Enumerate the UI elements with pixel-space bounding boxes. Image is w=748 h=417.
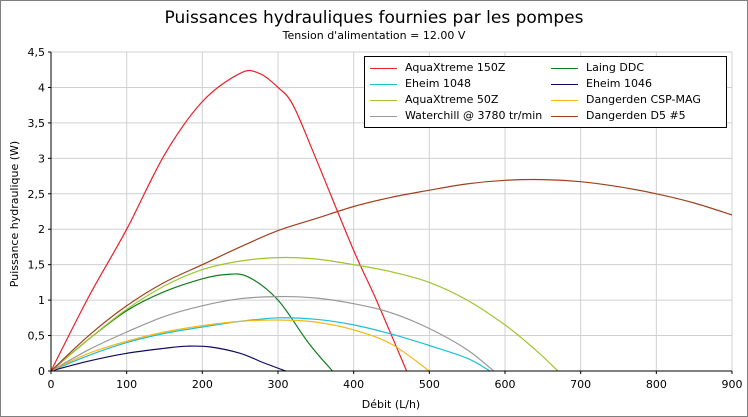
x-tick-label: 600 xyxy=(495,378,516,391)
x-tick-label: 300 xyxy=(268,378,289,391)
legend-swatch xyxy=(370,68,397,69)
y-tick-label: 4,5 xyxy=(28,46,46,59)
legend-swatch xyxy=(370,100,397,101)
legend-label: Eheim 1046 xyxy=(586,77,652,90)
y-tick-label: 3 xyxy=(38,152,45,165)
series-line-eheim-1046 xyxy=(50,345,286,372)
y-tick-label: 2 xyxy=(38,223,45,236)
x-axis-label: Débit (L/h) xyxy=(362,398,420,411)
legend-label: Eheim 1048 xyxy=(405,77,471,90)
y-tick-label: 3,5 xyxy=(28,117,46,130)
x-tick-label: 400 xyxy=(343,378,364,391)
legend-label: Laing DDC xyxy=(586,61,644,74)
series-line-dangerden-d5-5 xyxy=(50,178,733,372)
legend-label: Dangerden CSP-MAG xyxy=(586,93,701,106)
x-tick-label: 900 xyxy=(722,378,743,391)
legend-label: AquaXtreme 50Z xyxy=(405,93,499,106)
series-line-aquaxtreme-50z xyxy=(50,256,559,372)
legend-label: Dangerden D5 #5 xyxy=(586,109,686,122)
legend-swatch xyxy=(551,84,578,85)
x-tick-label: 0 xyxy=(48,378,55,391)
y-tick-label: 1,5 xyxy=(28,259,46,272)
x-tick-label: 800 xyxy=(646,378,667,391)
y-axis-label: Puissance hydraulique (W) xyxy=(8,141,21,287)
series-line-aquaxtreme-150z xyxy=(50,69,408,372)
legend-swatch xyxy=(551,116,578,117)
legend-swatch xyxy=(551,68,578,69)
series-line-waterchill-3780-tr-min xyxy=(50,295,495,372)
chart-title: Puissances hydrauliques fournies par les… xyxy=(164,8,584,28)
chart-subtitle: Tension d'alimentation = 12.00 V xyxy=(282,29,466,42)
y-tick-label: 4 xyxy=(38,81,45,94)
legend-label: Waterchill @ 3780 tr/min xyxy=(405,109,543,122)
legend-swatch xyxy=(370,116,397,117)
series-line-dangerden-csp-mag xyxy=(50,319,430,372)
series-line-eheim-1048 xyxy=(50,317,491,372)
axes xyxy=(48,51,733,374)
y-tick-label: 0,5 xyxy=(28,330,46,343)
legend-label: AquaXtreme 150Z xyxy=(405,61,506,74)
x-tick-label: 100 xyxy=(116,378,137,391)
y-tick-label: 1 xyxy=(38,294,45,307)
legend-swatch xyxy=(551,100,578,101)
legend: AquaXtreme 150Z Laing DDC Eheim 1048 Eheim … xyxy=(364,56,727,128)
tick-labels: 0 0,5 1 1,5 2 2,5 3 3,5 4 4,5 0 100 200 300 400 500 600 7… xyxy=(28,46,743,391)
series-lines xyxy=(50,69,733,372)
x-tick-label: 500 xyxy=(419,378,440,391)
x-tick-label: 700 xyxy=(570,378,591,391)
y-tick-label: 0 xyxy=(38,365,45,378)
legend-swatch xyxy=(370,84,397,85)
y-tick-label: 2,5 xyxy=(28,188,46,201)
x-tick-label: 200 xyxy=(192,378,213,391)
